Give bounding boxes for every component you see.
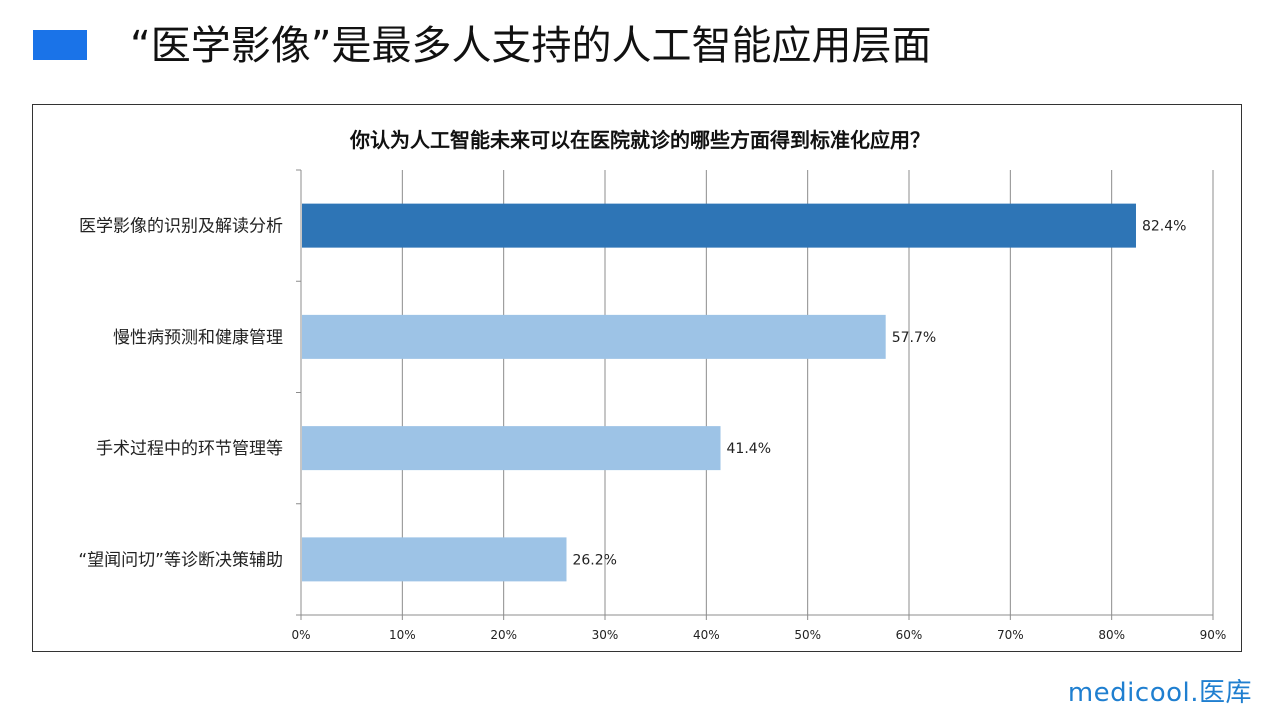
chart-title: 你认为人工智能未来可以在医院就诊的哪些方面得到标准化应用？ xyxy=(350,128,930,152)
category-label: 慢性病预测和健康管理 xyxy=(113,327,283,348)
x-tick-label: 90% xyxy=(1200,628,1227,642)
bar-value-label: 41.4% xyxy=(727,441,771,457)
x-tick-label: 70% xyxy=(997,628,1024,642)
x-tick-label: 50% xyxy=(794,628,821,642)
category-label: 手术过程中的环节管理等 xyxy=(96,439,283,459)
bar-value-label: 57.7% xyxy=(892,330,936,346)
bar xyxy=(302,537,567,582)
chart-frame xyxy=(32,104,1242,652)
bar-value-label: 82.4% xyxy=(1142,219,1186,235)
x-tick-label: 10% xyxy=(389,628,416,642)
x-tick-label: 0% xyxy=(291,628,310,642)
bar xyxy=(302,203,1136,248)
slide-title: “医学影像”是最多人支持的人工智能应用层面 xyxy=(130,23,932,69)
x-tick-label: 30% xyxy=(592,628,619,642)
title-accent-bar xyxy=(33,30,87,60)
x-tick-label: 60% xyxy=(896,628,923,642)
x-tick-label: 80% xyxy=(1098,628,1125,642)
x-tick-label: 40% xyxy=(693,628,720,642)
medicool-logo: medicool.医库 xyxy=(1067,678,1252,708)
bar xyxy=(302,314,886,359)
category-label: 医学影像的识别及解读分析 xyxy=(79,217,283,237)
x-tick-label: 20% xyxy=(490,628,517,642)
bar xyxy=(302,426,721,471)
category-label: “望闻问切”等诊断决策辅助 xyxy=(78,550,283,570)
bar-value-label: 26.2% xyxy=(572,552,616,568)
